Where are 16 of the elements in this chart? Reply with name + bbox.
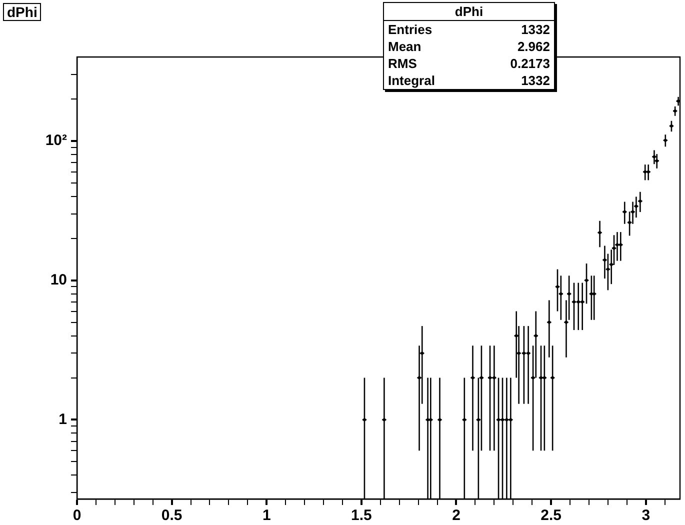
text: dPhi	[384, 3, 554, 21]
text: Mean 2.962	[388, 39, 550, 54]
x-tick-label: 2.5	[540, 507, 562, 524]
x-tick-label: 1.5	[351, 507, 372, 524]
x-tick-label: 0.5	[161, 507, 182, 524]
text: Integral 1332	[388, 73, 550, 88]
x-tick-label: 3	[642, 507, 650, 524]
y-tick-label: 10	[50, 271, 67, 288]
x-tick-label: 2	[452, 507, 460, 524]
y-tick-label: 10²	[45, 132, 67, 150]
text: RMS 0.2173	[388, 56, 550, 71]
y-tick-label: 1	[58, 410, 67, 428]
x-tick-label: 0	[72, 507, 82, 524]
chart-title: dPhi	[3, 3, 42, 21]
x-tick-label: 1	[262, 507, 271, 524]
text: Entries 1332	[388, 22, 550, 37]
